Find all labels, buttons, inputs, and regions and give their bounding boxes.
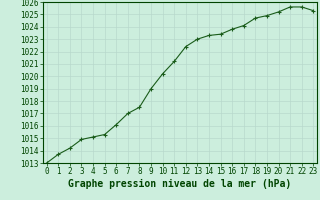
X-axis label: Graphe pression niveau de la mer (hPa): Graphe pression niveau de la mer (hPa)	[68, 179, 292, 189]
